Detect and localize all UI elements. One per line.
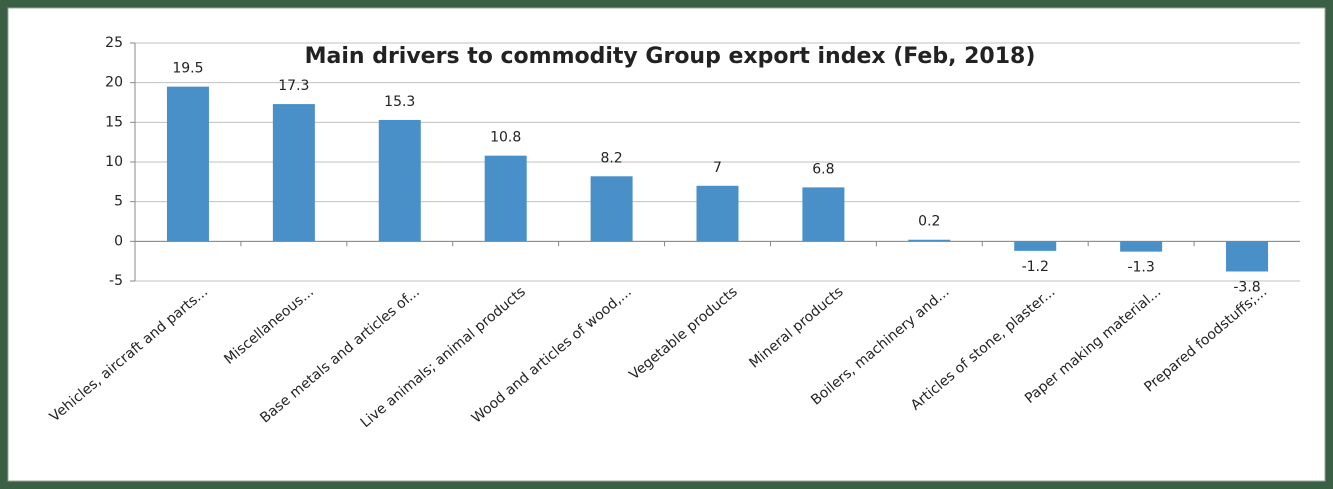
- value-label: 7: [713, 160, 722, 176]
- y-tick-label: 0: [114, 233, 123, 249]
- value-label: 8.2: [600, 150, 622, 166]
- y-tick-label: 25: [105, 35, 123, 51]
- y-tick-label: 15: [105, 114, 123, 130]
- value-label: 19.5: [172, 61, 203, 77]
- bar: [1120, 241, 1163, 252]
- value-label: -3.8: [1233, 279, 1260, 295]
- y-tick-label: 20: [105, 75, 123, 91]
- value-label: -1.2: [1022, 259, 1049, 275]
- bar: [590, 176, 633, 242]
- chart-area: [7, 7, 1326, 482]
- bar: [908, 239, 951, 242]
- bar: [484, 155, 527, 242]
- value-label: -1.3: [1127, 260, 1154, 276]
- bar: [272, 104, 315, 242]
- value-label: 10.8: [490, 130, 521, 146]
- value-label: 0.2: [918, 214, 940, 230]
- y-tick-label: 10: [105, 154, 123, 170]
- bar: [166, 86, 209, 242]
- bar: [696, 185, 739, 242]
- chart-title: Main drivers to commodity Group export i…: [305, 44, 1036, 69]
- y-tick-label: 5: [114, 194, 123, 210]
- value-label: 6.8: [812, 161, 834, 177]
- y-tick-label: -5: [109, 273, 123, 289]
- value-label: 17.3: [278, 78, 309, 94]
- bar: [802, 187, 845, 242]
- value-label: 15.3: [384, 94, 415, 110]
- bar: [1014, 241, 1057, 251]
- bar: [1226, 241, 1269, 272]
- bar: [378, 119, 421, 242]
